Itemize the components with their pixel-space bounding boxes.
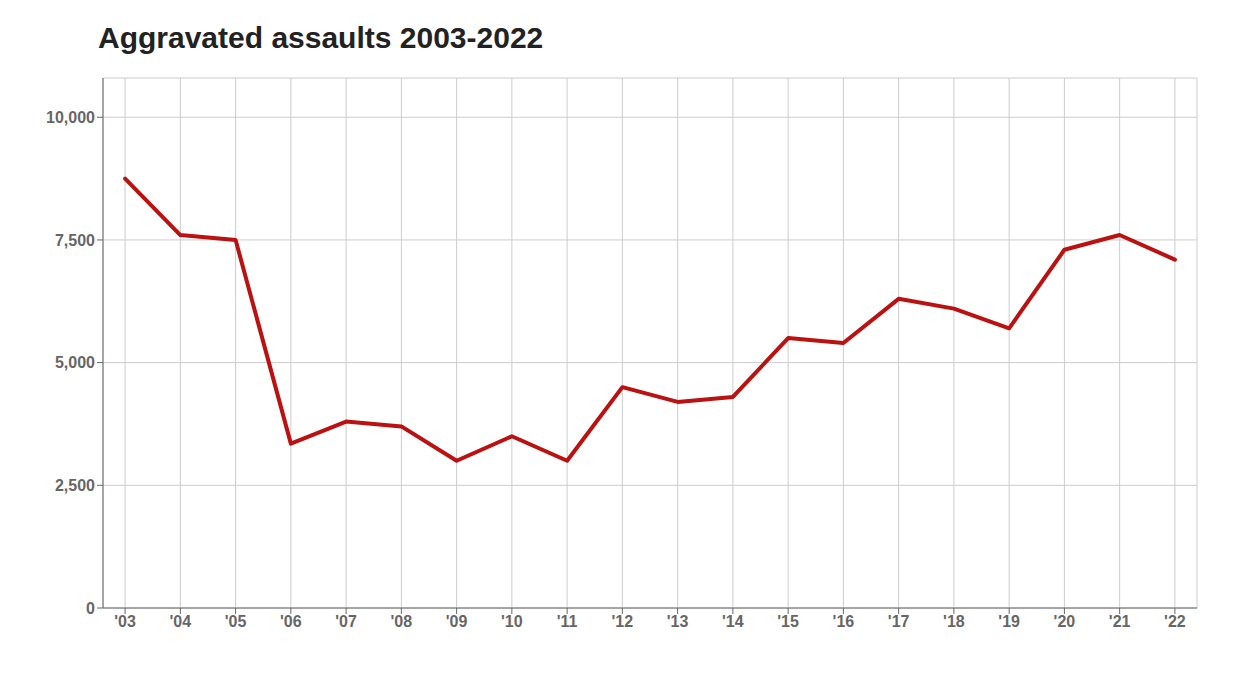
- svg-text:'08: '08: [391, 613, 413, 630]
- svg-text:'18: '18: [943, 613, 965, 630]
- svg-text:'03: '03: [114, 613, 136, 630]
- svg-text:'06: '06: [280, 613, 302, 630]
- svg-text:'14: '14: [722, 613, 744, 630]
- svg-text:0: 0: [86, 600, 95, 617]
- svg-text:'05: '05: [225, 613, 247, 630]
- svg-text:'19: '19: [998, 613, 1020, 630]
- svg-text:5,000: 5,000: [55, 354, 95, 371]
- svg-text:'11: '11: [557, 613, 578, 630]
- svg-text:10,000: 10,000: [46, 109, 95, 126]
- svg-text:7,500: 7,500: [55, 232, 95, 249]
- svg-text:2,500: 2,500: [55, 477, 95, 494]
- svg-text:'13: '13: [667, 613, 689, 630]
- svg-text:'22: '22: [1164, 613, 1186, 630]
- svg-text:'20: '20: [1054, 613, 1076, 630]
- svg-text:'07: '07: [335, 613, 357, 630]
- html-text:Aggravated assaults 2003-2022: Aggravated assaults 2003-2022: [98, 21, 544, 54]
- svg-text:'21: '21: [1109, 613, 1131, 630]
- svg-text:'04: '04: [170, 613, 192, 630]
- svg-text:'10: '10: [501, 613, 523, 630]
- svg-text:'09: '09: [446, 613, 468, 630]
- svg-text:'16: '16: [833, 613, 855, 630]
- svg-text:'12: '12: [612, 613, 634, 630]
- svg-text:'17: '17: [888, 613, 910, 630]
- svg-text:'15: '15: [777, 613, 799, 630]
